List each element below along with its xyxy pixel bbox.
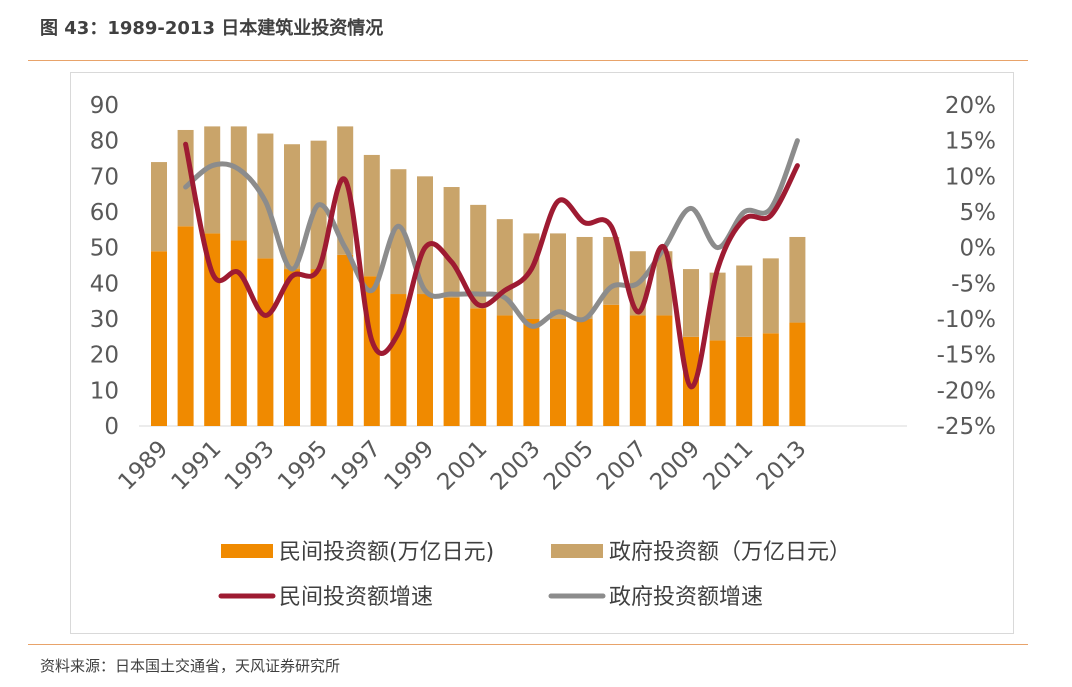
bar-government-investment [337, 126, 354, 255]
bar-private-investment [151, 251, 167, 426]
y-right-tick-label: 0% [960, 236, 997, 262]
bar-government-investment [762, 258, 779, 334]
bar-private-investment [709, 340, 726, 426]
bar-government-investment [736, 265, 753, 337]
bar-private-investment [230, 240, 247, 426]
y-left-tick-label: 40 [90, 271, 119, 297]
bar-private-investment [550, 319, 566, 426]
source-note: 资料来源：日本国土交通省，天风证券研究所 [40, 657, 341, 675]
y-left-tick-label: 0 [104, 414, 119, 440]
bar-private-investment [337, 254, 354, 426]
bar-private-investment [629, 315, 646, 426]
line-government-growth [183, 138, 800, 329]
y-right-tick-label: -25% [937, 414, 996, 440]
legend-label: 民间投资额(万亿日元) [279, 540, 494, 565]
x-tick-label: 2001 [433, 436, 493, 496]
bar-government-investment [151, 162, 167, 252]
bar-private-investment [284, 269, 300, 426]
bar-private-investment [789, 322, 806, 426]
bar-private-investment [523, 319, 540, 426]
y-right-tick-label: 20% [945, 93, 996, 119]
bar-private-investment [736, 336, 753, 426]
y-right-tick-label: 5% [960, 200, 997, 226]
y-left-tick-label: 10 [90, 378, 119, 404]
y-left-tick-label: 50 [90, 236, 119, 262]
bar-private-investment [576, 319, 593, 426]
legend-label: 政府投资额（万亿日元） [609, 540, 851, 565]
line-private-growth [183, 141, 800, 390]
bar-government-investment [470, 204, 487, 309]
bar-government-investment [363, 154, 380, 277]
bar-private-investment [177, 226, 194, 426]
x-tick-label: 2005 [539, 436, 599, 496]
bar-government-investment [683, 269, 699, 337]
x-tick-label: 1999 [379, 436, 439, 496]
x-tick-label: 1991 [167, 436, 227, 496]
x-tick-label: 2013 [752, 436, 812, 496]
y-right-tick-label: -15% [937, 343, 996, 369]
bar-government-investment [417, 176, 433, 295]
bar-government-investment [443, 187, 460, 298]
y-left-tick-label: 60 [90, 200, 119, 226]
y-left-tick-label: 70 [90, 164, 119, 190]
chart-frame: 0 10 20 30 40 50 60 70 80 90 -25% -20% -15% -10% -5% 0%… [70, 72, 1014, 634]
legend-swatch [221, 544, 273, 558]
y-left-tick-label: 90 [90, 93, 119, 119]
bar-private-investment [656, 315, 673, 426]
x-tick-label: 1993 [220, 436, 280, 496]
y-right-tick-label: 15% [945, 129, 996, 155]
x-tick-label: 1997 [326, 436, 386, 496]
bar-private-investment [762, 333, 779, 426]
bar-private-investment [496, 315, 513, 426]
legend-swatch [551, 544, 603, 558]
bar-private-investment [257, 258, 274, 426]
bar-government-investment [550, 233, 566, 319]
x-tick-label: 2007 [592, 436, 652, 496]
bar-private-investment [310, 269, 327, 426]
bar-private-investment [470, 308, 487, 426]
y-right-tick-label: -20% [937, 378, 996, 404]
legend-label: 政府投资额增速 [609, 585, 763, 610]
chart-svg: 0 10 20 30 40 50 60 70 80 90 -25% -20% -15% -10% -5% 0%… [90, 93, 997, 610]
y-right-tick-label: -10% [937, 307, 996, 333]
x-tick-label: 1989 [113, 436, 173, 496]
x-tick-label: 1995 [273, 436, 333, 496]
bar-private-investment [683, 336, 699, 426]
figure-title: 图 43：1989-2013 日本建筑业投资情况 [40, 18, 384, 39]
bar-government-investment [789, 236, 806, 323]
bar-government-investment [230, 126, 247, 241]
bar-government-investment [284, 144, 300, 270]
bar-government-investment [204, 126, 221, 234]
y-right-tick-label: 10% [945, 164, 996, 190]
bar-government-investment [390, 169, 407, 295]
bar-private-investment [417, 294, 433, 426]
x-tick-label: 2003 [486, 436, 546, 496]
y-left-tick-label: 80 [90, 129, 119, 155]
bar-government-investment [576, 236, 593, 319]
x-tick-label: 2009 [645, 436, 705, 496]
bar-government-investment [257, 133, 274, 259]
title-divider [28, 60, 1028, 61]
y-left-tick-label: 30 [90, 307, 119, 333]
source-divider [28, 644, 1028, 645]
y-right-tick-label: -5% [951, 271, 996, 297]
x-tick-label: 2011 [699, 436, 759, 496]
bar-private-investment [443, 297, 460, 426]
legend-label: 民间投资额增速 [279, 585, 433, 610]
y-left-tick-label: 20 [90, 343, 119, 369]
bar-private-investment [603, 304, 620, 426]
